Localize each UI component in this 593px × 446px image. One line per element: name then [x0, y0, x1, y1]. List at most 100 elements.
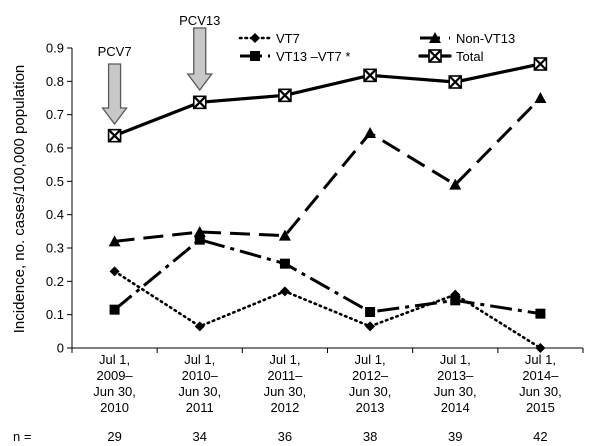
x-tick-label-line: 2012	[270, 400, 299, 415]
data-point-triangle	[429, 32, 441, 43]
n-value: 39	[448, 429, 462, 444]
data-point-cross	[428, 49, 442, 63]
n-value: 38	[363, 429, 377, 444]
legend-item: VT7	[238, 31, 300, 46]
data-point-xbox	[107, 128, 122, 143]
data-point-cross	[363, 68, 377, 83]
n-value: 36	[278, 429, 292, 444]
series-line	[113, 238, 541, 316]
x-tick-label: Jul 1, 2010– Jun 30, 2011	[178, 352, 221, 415]
data-point-diamond	[194, 321, 205, 332]
x-tick-label-line: Jul 1,	[184, 352, 215, 367]
x-tick-label-line: 2013–	[437, 368, 474, 383]
x-tick-label-line: Jul 1,	[440, 352, 471, 367]
y-axis-label-group: Incidence, no. cases/100,000 population	[11, 65, 28, 334]
x-tick-label: Jul 1, 2009– Jun 30, 2010	[93, 352, 136, 415]
legend-item: VT13 –VT7 *	[240, 49, 350, 64]
x-tick-label-line: 2012–	[352, 368, 389, 383]
x-tick-label-line: 2013	[356, 400, 385, 415]
annotation-arrow: PCV7	[98, 44, 132, 126]
x-tick-label-line: 2009–	[97, 368, 134, 383]
series-line	[114, 96, 542, 243]
y-tick-label: 0.9	[46, 41, 64, 56]
series-line	[112, 62, 543, 138]
y-tick-label: 0.1	[46, 307, 64, 322]
annotation-label: PCV13	[179, 13, 220, 28]
data-point-square	[535, 308, 546, 319]
x-tick-label-line: Jul 1,	[269, 352, 300, 367]
x-tick-label-line: Jun 30,	[434, 384, 477, 399]
x-tick-label: Jul 1, 2011– Jun 30, 2012	[264, 352, 307, 415]
x-tick-label: Jul 1, 2013– Jun 30, 2014	[434, 352, 477, 415]
annotation-label: PCV7	[98, 44, 132, 59]
x-tick-label-line: Jun 30,	[264, 384, 307, 399]
n-value: 34	[193, 429, 207, 444]
data-point-xbox	[533, 57, 548, 71]
series-vt13-vt7	[109, 234, 546, 319]
y-tick-label: 0.7	[46, 107, 64, 122]
x-tick-label-line: 2014–	[522, 368, 559, 383]
x-tick-label-line: 2014	[441, 400, 470, 415]
data-point-diamond	[365, 321, 376, 332]
y-tick-label: 0	[57, 341, 64, 356]
legend-label: Non-VT13	[456, 31, 515, 46]
data-point-diamond	[535, 343, 546, 353]
x-tick-label-line: Jun 30,	[93, 384, 136, 399]
series-layer	[107, 57, 548, 353]
data-point-xbox	[448, 75, 463, 89]
data-point-diamond	[279, 286, 290, 297]
x-tick-label-line: Jul 1,	[99, 352, 130, 367]
n-row: n = 29 34 36 38 39 42	[13, 429, 548, 444]
y-tick-label: 0.3	[46, 241, 64, 256]
data-point-cross	[107, 128, 122, 143]
y-tick-label: 0.5	[46, 174, 64, 189]
x-tick-label-line: Jul 1,	[355, 352, 386, 367]
data-point-triangle	[193, 226, 206, 237]
annotations: PCV7 PCV13	[98, 13, 220, 126]
data-point-triangle	[449, 178, 462, 190]
x-tick-label-line: Jun 30,	[349, 384, 392, 399]
data-point-square	[250, 51, 260, 61]
y-tick-label: 0.4	[46, 207, 64, 222]
data-point-xbox	[192, 95, 207, 110]
x-tick-label-line: Jul 1,	[525, 352, 556, 367]
y-tick-label: 0.6	[46, 141, 64, 156]
annotation-arrow: PCV13	[179, 13, 220, 92]
data-point-xbox	[278, 88, 292, 103]
n-value: 29	[107, 429, 121, 444]
data-point-square	[365, 307, 376, 317]
data-point-cross	[448, 75, 463, 89]
x-tick-label-line: 2015	[526, 400, 555, 415]
legend-label: VT13 –VT7 *	[276, 49, 350, 64]
x-tick-label-line: Jun 30,	[178, 384, 221, 399]
y-axis-label: Incidence, no. cases/100,000 population	[11, 65, 28, 334]
legend-label: Total	[456, 49, 484, 64]
x-tick-label-line: 2011	[186, 400, 214, 415]
series-total	[107, 57, 548, 143]
y-tick-label: 0.8	[46, 74, 64, 89]
data-point-cross	[278, 88, 292, 103]
down-arrow-icon	[101, 63, 128, 126]
x-tick-label: Jul 1, 2012– Jun 30, 2013	[349, 352, 392, 415]
series-non-vt13	[108, 92, 547, 247]
n-row-label: n =	[13, 429, 31, 444]
data-point-cross	[533, 57, 548, 71]
x-tick-label-line: Jun 30,	[519, 384, 562, 399]
data-point-triangle	[534, 92, 547, 103]
data-point-diamond	[250, 33, 260, 43]
data-point-xbox	[428, 49, 442, 63]
legend-item: Non-VT13	[420, 31, 515, 46]
legend: VT7 VT13 –VT7 * Non-VT13 Total	[238, 31, 515, 64]
legend-item: Total	[418, 49, 484, 64]
legend-label: VT7	[276, 31, 300, 46]
n-value: 42	[533, 429, 547, 444]
down-arrow-icon	[186, 27, 214, 92]
data-point-triangle	[278, 229, 291, 241]
data-point-square	[450, 295, 461, 306]
series-line	[113, 270, 542, 350]
data-point-xbox	[363, 68, 377, 83]
series-vt7	[109, 266, 546, 353]
data-point-square	[109, 304, 120, 315]
